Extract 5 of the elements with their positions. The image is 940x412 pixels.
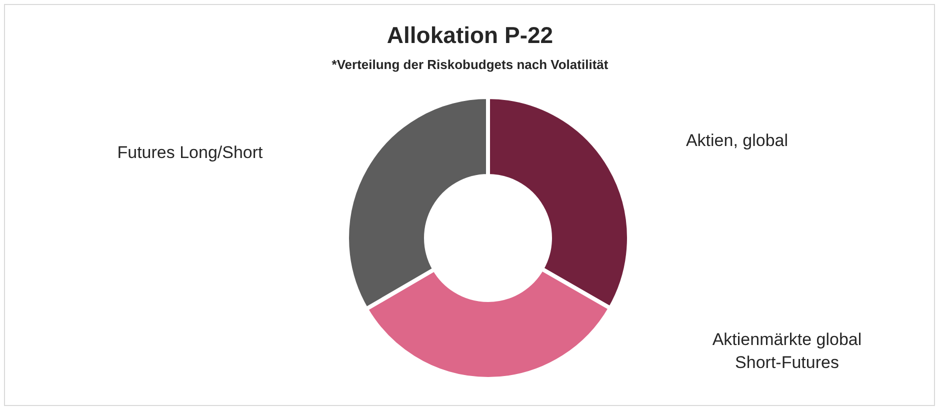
slice-label: Aktien, global (686, 131, 788, 150)
slice-label: Futures Long/Short (117, 143, 264, 162)
chart-title: Allokation P-22 (386, 22, 554, 49)
slice-label: Aktienmärkte global Short-Futures (712, 330, 862, 372)
chart-subtitle: *Verteilung der Riskobudgets nach Volatilität (330, 57, 610, 72)
